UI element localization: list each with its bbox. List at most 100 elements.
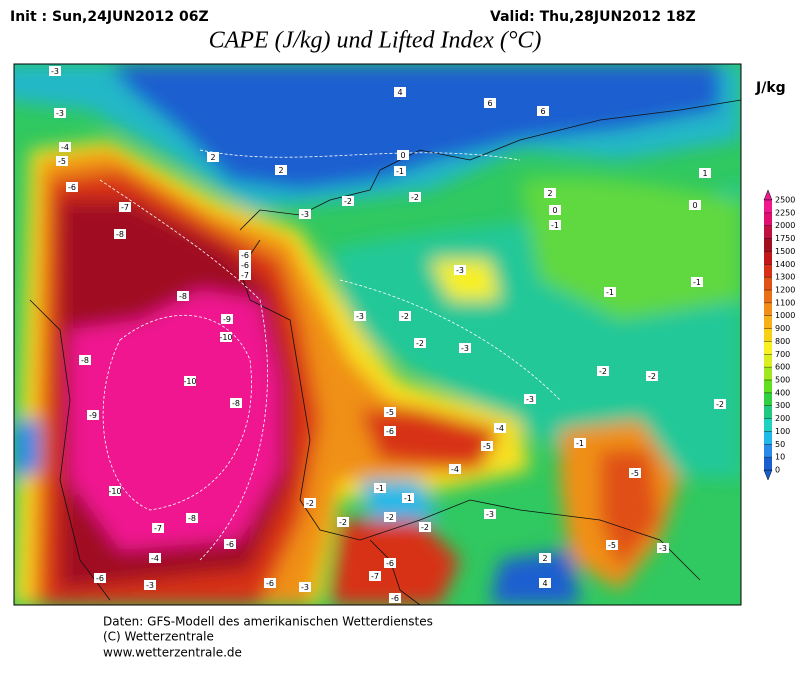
li-label: 1: [702, 169, 707, 178]
li-label-bg: [714, 399, 726, 409]
li-label: -3: [146, 581, 154, 590]
colorbar-band: [764, 264, 772, 278]
colorbar-label: 1200: [775, 286, 795, 295]
li-label-bg: [54, 108, 66, 118]
colorbar-label: 2000: [775, 221, 795, 230]
init-time: Init : Sun,24JUN2012 06Z: [10, 9, 209, 25]
colorbar-label: 400: [775, 388, 790, 397]
li-label: -1: [404, 494, 412, 503]
colorbar-label: 900: [775, 324, 790, 333]
li-label-bg: [220, 332, 232, 342]
colorbar-label: 300: [775, 401, 790, 410]
li-label-bg: [389, 593, 401, 603]
li-label-bg: [539, 553, 551, 563]
li-label: 6: [540, 107, 545, 116]
colorbar-label: 1750: [775, 234, 795, 243]
colorbar-label: 1000: [775, 311, 795, 320]
li-label-bg: [537, 106, 549, 116]
li-label: -10: [183, 377, 196, 386]
colorbar-label: 50: [775, 440, 785, 449]
li-label: 2: [210, 153, 215, 162]
li-label-bg: [657, 543, 669, 553]
li-label: -3: [659, 544, 667, 553]
li-label: -2: [599, 367, 607, 376]
li-label-bg: [114, 229, 126, 239]
map-frame: [13, 63, 742, 606]
li-label-bg: [342, 196, 354, 206]
li-label: -5: [483, 442, 491, 451]
li-label-bg: [144, 580, 156, 590]
li-label: -2: [716, 400, 724, 409]
li-label-bg: [629, 468, 641, 478]
li-label: -8: [179, 292, 187, 301]
li-label-bg: [699, 168, 711, 178]
li-label-bg: [397, 150, 409, 160]
li-label: 0: [400, 151, 405, 160]
li-label: 0: [692, 201, 697, 210]
li-label: -9: [89, 411, 97, 420]
li-label: -3: [301, 210, 309, 219]
li-label: -3: [301, 583, 309, 592]
li-label-bg: [299, 209, 311, 219]
li-label-bg: [221, 314, 233, 324]
li-label-bg: [646, 371, 658, 381]
li-label-bg: [549, 220, 561, 230]
li-label: -3: [51, 67, 59, 76]
li-label: -6: [266, 579, 274, 588]
colorbar-label: 1300: [775, 273, 795, 282]
colorbar-label: 1100: [775, 298, 795, 307]
li-label: 6: [487, 99, 492, 108]
colorbar-band: [764, 431, 772, 445]
li-label: -1: [576, 439, 584, 448]
li-label: -4: [151, 554, 159, 563]
li-label-bg: [597, 366, 609, 376]
footer-line: (C) Wetterzentrale: [103, 630, 214, 644]
li-label: 4: [542, 579, 547, 588]
li-label: -3: [356, 312, 364, 321]
li-label: -6: [68, 183, 76, 192]
li-label: -8: [188, 514, 196, 523]
li-label: -7: [154, 524, 162, 533]
colorbar-band: [764, 302, 772, 316]
footer-line: www.wetterzentrale.de: [103, 646, 242, 660]
li-label: -1: [376, 484, 384, 493]
li-label: 2: [542, 554, 547, 563]
colorbar-tip: [763, 189, 773, 201]
li-label: -3: [526, 395, 534, 404]
li-label-bg: [484, 509, 496, 519]
li-label: -1: [396, 167, 404, 176]
li-label-bg: [384, 407, 396, 417]
li-label: -1: [551, 221, 559, 230]
li-label: -6: [241, 251, 249, 260]
colorbar-label: 700: [775, 350, 790, 359]
li-label-bg: [186, 513, 198, 523]
li-label-bg: [149, 553, 161, 563]
li-label: -4: [61, 143, 69, 152]
colorbar-label: 2250: [775, 208, 795, 217]
li-label: -2: [416, 339, 424, 348]
li-label-bg: [689, 200, 701, 210]
li-label-bg: [94, 573, 106, 583]
li-label-bg: [409, 192, 421, 202]
colorbar-band: [764, 354, 772, 368]
li-label-bg: [691, 277, 703, 287]
colorbar-label: 2500: [775, 196, 795, 205]
colorbar-label: 200: [775, 414, 790, 423]
li-label: 2: [547, 189, 552, 198]
li-label-bg: [419, 522, 431, 532]
li-label: -8: [232, 399, 240, 408]
li-label-bg: [59, 142, 71, 152]
li-label: -2: [648, 372, 656, 381]
li-contours: [99, 149, 561, 561]
colorbar-band: [764, 367, 772, 380]
colorbar-label: 0: [775, 466, 780, 475]
li-label: -5: [631, 469, 639, 478]
colorbar: 0 10 50 100 200 300 400 500 600 700 800 900 1000 1100…: [763, 189, 795, 481]
li-label-bg: [384, 512, 396, 522]
li-label-bg: [239, 250, 251, 260]
valid-time: Valid: Thu,28JUN2012 18Z: [490, 9, 696, 25]
colorbar-band: [764, 225, 772, 239]
li-label: -6: [96, 574, 104, 583]
li-label-bg: [384, 558, 396, 568]
